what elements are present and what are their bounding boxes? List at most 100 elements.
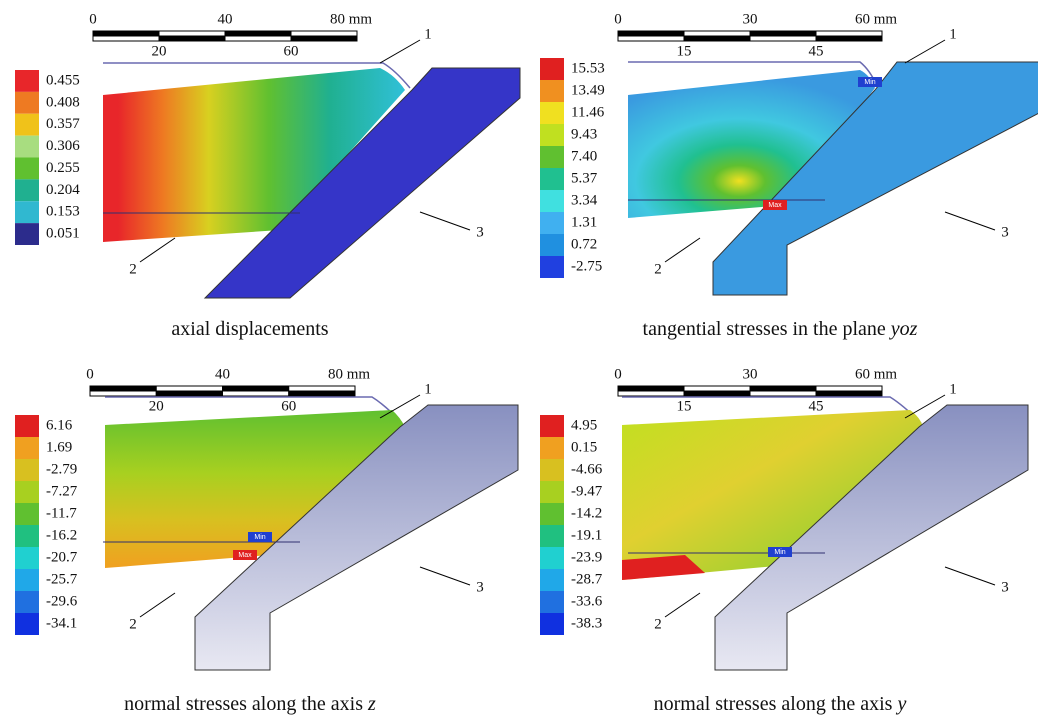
contour-region xyxy=(103,68,405,242)
legend-label: -33.6 xyxy=(571,593,603,609)
caption-italic: y xyxy=(895,693,906,715)
tag-label: Max xyxy=(768,202,782,209)
caption-italic: yoz xyxy=(889,318,918,340)
legend-label: 1.69 xyxy=(46,439,72,455)
legend-swatch xyxy=(15,157,39,180)
scale-segment xyxy=(290,35,358,42)
legend-swatch xyxy=(15,223,39,245)
scale-segment xyxy=(92,35,160,42)
legend-label: 5.37 xyxy=(571,170,598,186)
tag-label: Min xyxy=(254,534,265,541)
callout-line xyxy=(419,211,471,231)
callout-label: 3 xyxy=(476,224,484,240)
scale-segment xyxy=(683,385,751,392)
legend-swatch xyxy=(540,124,564,146)
legend-label: 0.72 xyxy=(571,236,597,252)
scale-label: 15 xyxy=(677,43,692,59)
legend-label: 0.204 xyxy=(46,182,80,198)
legend-swatch xyxy=(540,437,564,459)
legend-swatch xyxy=(15,201,39,224)
callout-line xyxy=(419,566,471,586)
callout-line xyxy=(664,237,701,263)
legend-label: -7.27 xyxy=(46,483,78,499)
legend-label: 0.051 xyxy=(46,226,80,242)
scale-segment xyxy=(617,385,685,392)
legend-swatch xyxy=(15,113,39,136)
legend-swatch xyxy=(15,503,39,525)
scale-label: 0 xyxy=(614,11,622,27)
callout-label: 1 xyxy=(949,381,957,397)
legend-label: 13.49 xyxy=(571,82,605,98)
bar-part xyxy=(714,404,1029,671)
scale-segment xyxy=(749,385,817,392)
scale-label: 30 xyxy=(743,366,758,382)
legend-swatch xyxy=(15,437,39,459)
contour-blob xyxy=(622,555,705,580)
callout-line xyxy=(904,39,946,64)
legend-label: 11.46 xyxy=(571,104,605,120)
legend-swatch xyxy=(540,256,564,278)
callout-line xyxy=(139,237,176,263)
tag-label: Max xyxy=(238,552,252,559)
legend-swatch xyxy=(15,525,39,547)
scale-segment xyxy=(222,385,290,392)
legend-swatch xyxy=(540,80,564,102)
legend-swatch xyxy=(15,179,39,202)
scale-label: 0 xyxy=(89,11,97,27)
callout-line xyxy=(379,394,421,419)
legend-swatch xyxy=(540,146,564,168)
scale-segment xyxy=(815,385,883,392)
legend-label: 7.40 xyxy=(571,148,597,164)
bar-part xyxy=(712,61,1038,296)
scale-segment xyxy=(224,30,292,37)
scale-segment xyxy=(683,35,751,42)
scale-segment xyxy=(815,30,883,37)
scale-segment xyxy=(89,385,157,392)
legend-swatch xyxy=(540,415,564,437)
scale-segment xyxy=(158,30,226,37)
legend-label: 0.455 xyxy=(46,72,80,88)
legend-swatch xyxy=(15,91,39,114)
legend-swatch xyxy=(540,234,564,256)
legend-label: -14.2 xyxy=(571,505,602,521)
panel: 0 30 60 mm 15 45 4.95 0.15 -4.66 -9.47 -14.2 -19.1… xyxy=(540,366,1029,715)
scale-segment xyxy=(158,35,226,42)
callout-line xyxy=(944,211,996,231)
legend-swatch xyxy=(540,190,564,212)
legend-swatch xyxy=(15,547,39,569)
caption: tangential stresses in the plane yoz xyxy=(643,318,918,340)
callout-line xyxy=(379,39,421,64)
scale-segment xyxy=(89,390,157,397)
scale-segment xyxy=(155,385,223,392)
legend-label: -28.7 xyxy=(571,571,603,587)
legend-label: -38.3 xyxy=(571,615,602,631)
caption: normal stresses along the axis z xyxy=(124,693,376,715)
legend-label: 0.153 xyxy=(46,204,80,220)
legend-label: 3.34 xyxy=(571,192,598,208)
legend-swatch xyxy=(15,415,39,437)
scale-label: 40 xyxy=(218,11,233,27)
legend-label: -23.9 xyxy=(571,549,602,565)
legend-label: 0.15 xyxy=(571,439,597,455)
tag-box xyxy=(763,200,787,210)
contour-region xyxy=(628,70,875,218)
scale-label: 20 xyxy=(149,398,164,414)
legend-label: -11.7 xyxy=(46,505,77,521)
legend-label: 0.255 xyxy=(46,160,80,176)
callout-label: 2 xyxy=(129,261,137,277)
legend-label: 1.31 xyxy=(571,214,597,230)
legend-swatch xyxy=(540,613,564,635)
scale-segment xyxy=(749,30,817,37)
panel: 0 30 60 mm 15 45 15.53 13.49 11.46 9.43 7.40 5.37 3… xyxy=(540,11,1038,340)
callout-label: 1 xyxy=(949,26,957,42)
legend-swatch xyxy=(540,569,564,591)
legend-label: -19.1 xyxy=(571,527,602,543)
scale-label: 60 xyxy=(281,398,296,414)
legend-label: -9.47 xyxy=(571,483,603,499)
legend-label: -4.66 xyxy=(571,461,603,477)
scale-segment xyxy=(288,390,356,397)
callout-label: 3 xyxy=(1001,224,1009,240)
scale-segment xyxy=(815,35,883,42)
legend-swatch xyxy=(15,459,39,481)
tag-box xyxy=(768,547,792,557)
